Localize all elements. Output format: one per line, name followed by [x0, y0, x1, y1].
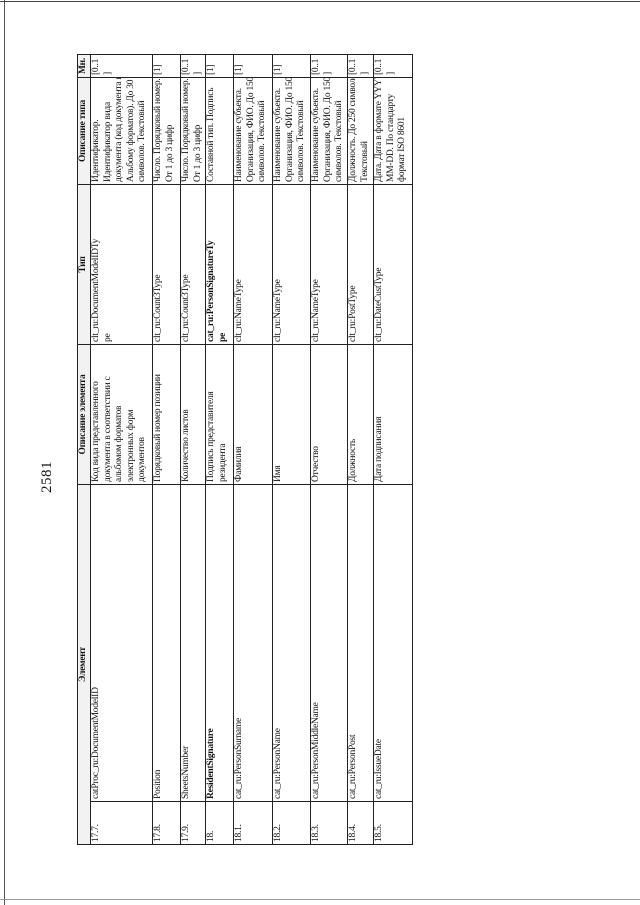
- element-description: Отчество: [310, 344, 348, 485]
- type-description: Составной тип. Подпись: [205, 77, 234, 185]
- table-row: 18.5. cat_ru:IssueDate Дата подписания clt_…: [373, 54, 413, 845]
- row-number: 18.1.: [233, 801, 273, 845]
- table-row: 17.8. Position Порядковый номер позиции clt…: [152, 54, 181, 845]
- element-name: cat_ru:PersonSurname: [233, 484, 273, 802]
- multiplicity: [0..1 ]: [180, 54, 206, 78]
- header-multiplicity: Мн.: [77, 54, 91, 78]
- type-description: Должность. До 250 символов. Текстовый: [347, 77, 374, 185]
- type-name: clt_ru:Count3Type: [152, 184, 181, 345]
- multiplicity: [1]: [272, 54, 311, 78]
- table-header-row: Элемент Описание элемента Тип Описание т…: [77, 54, 91, 845]
- element-name: ResidentSignature: [205, 484, 234, 802]
- row-number: 18.2.: [272, 801, 311, 845]
- type-name: clt_ru:NameType: [233, 184, 273, 345]
- type-name: clt_ru:NameType: [310, 184, 348, 345]
- element-name: Position: [152, 484, 181, 802]
- element-description: Дата подписания: [373, 344, 413, 485]
- type-name: clt_ru:DocumentModelIDTy pe: [90, 184, 153, 345]
- table-row: 18. ResidentSignature Подпись представител…: [205, 54, 234, 845]
- type-name: clt_ru:DateCustType: [373, 184, 413, 345]
- scan-edge-left: [4, 0, 5, 905]
- row-number: 18.5.: [373, 801, 413, 845]
- page-number: 2581: [39, 461, 55, 493]
- type-name: clt_ru:NameType: [272, 184, 311, 345]
- header-type-description: Описание типа: [77, 77, 91, 185]
- element-name: cat_ru:PersonName: [272, 484, 311, 802]
- element-description: Имя: [272, 344, 311, 485]
- type-name: cat_ru:PersonSignatureTy pe: [205, 184, 234, 345]
- element-name: cat_ru:PersonMiddleName: [310, 484, 348, 802]
- element-name: catProc_ru:DocumentModelID: [90, 484, 153, 802]
- type-description: Наименование субъекта. Организация, ФИО.…: [233, 77, 273, 185]
- element-name: cat_ru:PersonPost: [347, 484, 374, 802]
- row-number: 17.8.: [152, 801, 181, 845]
- header-element: Элемент: [77, 484, 91, 845]
- multiplicity: [1]: [205, 54, 234, 78]
- multiplicity: [1]: [152, 54, 181, 78]
- element-description: Должность: [347, 344, 374, 485]
- type-description: Число. Порядковый номер. От 1 до 3 цифр: [180, 77, 206, 185]
- table-row: 18.3. cat_ru:PersonMiddleName Отчество clt_…: [310, 54, 348, 845]
- element-description: Фамилия: [233, 344, 273, 485]
- row-number: 17.7.: [90, 801, 153, 845]
- header-element-description: Описание элемента: [77, 344, 91, 485]
- elements-table: Элемент Описание элемента Тип Описание т…: [77, 54, 413, 845]
- row-number: 18.: [205, 801, 234, 845]
- table-row: 17.7. catProc_ru:DocumentModelID Код вида …: [90, 54, 153, 845]
- element-description: Порядковый номер позиции: [152, 344, 181, 485]
- table-row: 18.2. cat_ru:PersonName Имя clt_ru:NameType…: [272, 54, 311, 845]
- scan-edge-bottom: [0, 899, 640, 900]
- type-description: Дата. Дата в формате YYYY- MM-DD. По ста…: [373, 77, 413, 185]
- row-number: 18.4.: [347, 801, 374, 845]
- table-row: 18.4. cat_ru:PersonPost Должность clt_ru:Po…: [347, 54, 374, 845]
- type-description: Наименование субъекта. Организация, ФИО.…: [272, 77, 311, 185]
- element-description: Подпись представителя резидента: [205, 344, 234, 485]
- scan-edge-top: [0, 1, 640, 2]
- multiplicity: [0..1 ]: [310, 54, 348, 78]
- multiplicity: [0..1 ]: [373, 54, 413, 78]
- element-description: Количество листов: [180, 344, 206, 485]
- type-name: clt_ru:PostType: [347, 184, 374, 345]
- table-row: 17.9. SheetsNumber Количество листов clt_ru…: [180, 54, 206, 845]
- row-number: 17.9.: [180, 801, 206, 845]
- element-description: Код вида представленного документа в соо…: [90, 344, 153, 485]
- multiplicity: [0..1 ]: [90, 54, 153, 78]
- type-description: Число. Порядковый номер. От 1 до 3 цифр: [152, 77, 181, 185]
- element-name: SheetsNumber: [180, 484, 206, 802]
- multiplicity: [0..1 ]: [347, 54, 374, 78]
- type-description: Наименование субъекта. Организация, ФИО.…: [310, 77, 348, 185]
- multiplicity: [1]: [233, 54, 273, 78]
- document-table-rotated: Элемент Описание элемента Тип Описание т…: [77, 54, 413, 845]
- type-name: clt_ru:Count3Type: [180, 184, 206, 345]
- header-type: Тип: [77, 184, 91, 345]
- type-description: Идентификатор. Идентификатор вида докуме…: [90, 77, 153, 185]
- row-number: 18.3.: [310, 801, 348, 845]
- table-row: 18.1. cat_ru:PersonSurname Фамилия clt_ru:N…: [233, 54, 273, 845]
- element-name: cat_ru:IssueDate: [373, 484, 413, 802]
